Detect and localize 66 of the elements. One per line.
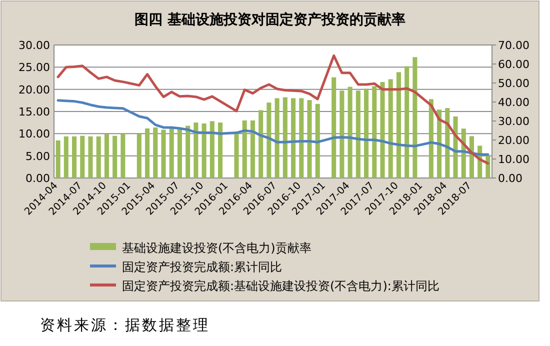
bar	[372, 86, 377, 178]
line-series	[56, 99, 490, 156]
bar	[145, 128, 150, 178]
bar	[120, 134, 126, 178]
bar	[266, 102, 272, 178]
y2-tick-label: 40.00	[498, 96, 530, 109]
legend-label: 基础设施建设投资(不含电力)贡献率	[122, 241, 312, 255]
bar	[72, 136, 77, 178]
bar	[186, 126, 190, 178]
legend-label: 固定资产投资完成额:基础设施建设投资(不含电力):累计同比	[122, 279, 440, 293]
bar	[210, 121, 214, 178]
bar	[404, 66, 410, 178]
bar	[299, 98, 304, 178]
y-tick-label: 25.00	[18, 61, 50, 74]
bar	[88, 136, 93, 178]
bar	[169, 126, 174, 178]
bar	[194, 122, 198, 178]
bar	[469, 136, 474, 178]
y2-tick-label: 20.00	[498, 134, 530, 147]
bar	[356, 90, 360, 178]
bar	[291, 98, 296, 178]
bar	[153, 127, 158, 178]
y2-tick-label: 30.00	[498, 115, 530, 128]
y-tick-label: 0.00	[26, 172, 50, 185]
bar	[396, 72, 401, 178]
bar	[96, 136, 101, 178]
text: 资料来源：据数据整理	[40, 316, 210, 334]
bar	[136, 134, 142, 178]
bar	[332, 77, 336, 178]
y2-tick-label: 60.00	[498, 58, 530, 71]
bar	[161, 130, 166, 178]
y-tick-label: 5.00	[26, 150, 50, 163]
bar	[258, 110, 264, 178]
y-tick-label: 30.00	[18, 39, 50, 52]
y-tick-label: 15.00	[18, 106, 50, 118]
bar	[274, 98, 280, 178]
bar	[388, 79, 393, 178]
bar	[348, 86, 352, 178]
bar	[64, 136, 68, 178]
bar	[250, 120, 255, 178]
bar	[364, 88, 369, 178]
bar	[202, 123, 206, 178]
bar	[56, 140, 60, 178]
y-tick-label: 20.00	[18, 83, 50, 96]
bar	[242, 120, 247, 178]
y2-tick-label: 0.00	[498, 172, 522, 185]
bar	[445, 108, 450, 178]
legend-label: 固定资产投资完成额:累计同比	[122, 260, 282, 274]
bar	[80, 136, 85, 178]
y2-tick-label: 50.00	[498, 77, 530, 90]
bar	[315, 104, 320, 178]
bar	[428, 99, 434, 178]
bar	[282, 97, 288, 178]
bar	[104, 134, 109, 178]
bar	[177, 128, 182, 178]
chart-title: 图四 基础设施投资对固定资产投资的贡献率	[134, 11, 406, 28]
bar	[234, 133, 239, 178]
bar	[218, 122, 223, 178]
bar	[112, 136, 118, 178]
bar	[380, 82, 385, 178]
bar	[340, 90, 344, 178]
y2-tick-label: 70.00	[498, 39, 530, 52]
y-tick-label: 10.00	[18, 128, 50, 141]
bar	[412, 57, 418, 178]
y2-tick-label: 10.00	[498, 153, 530, 166]
bar	[307, 100, 312, 178]
